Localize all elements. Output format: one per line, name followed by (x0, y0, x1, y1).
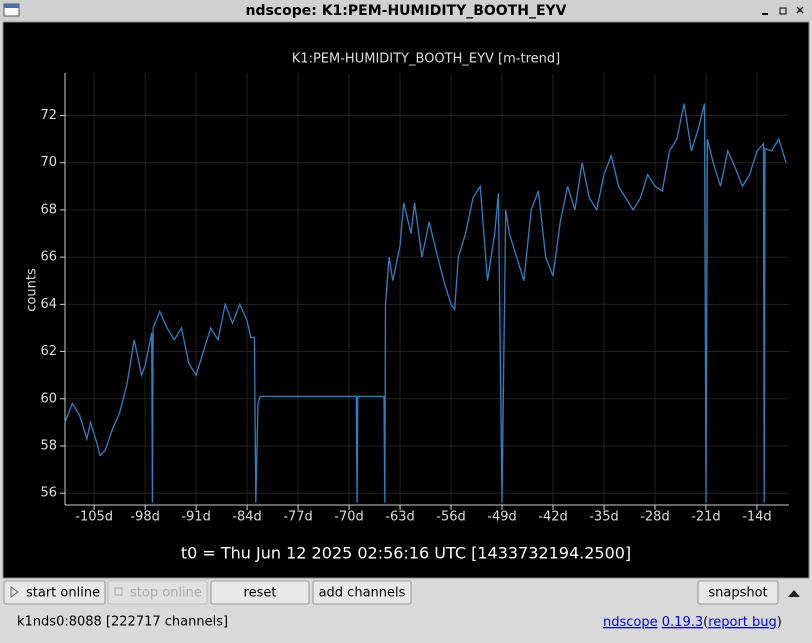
x-tick-label: -56d (436, 510, 466, 525)
x-tick-label: -49d (487, 510, 517, 525)
start-label: start online (26, 586, 100, 601)
status-server: k1nds0:8088 [222717 channels] (17, 615, 228, 630)
maximize[interactable] (779, 7, 787, 15)
x-tick-label: -63d (385, 510, 415, 525)
y-tick-label: 64 (40, 297, 57, 312)
data-line (64, 103, 787, 503)
paren: ) (777, 615, 782, 630)
add-button[interactable] (312, 580, 412, 605)
close[interactable] (796, 6, 804, 14)
x-tick-label: -77d (283, 510, 313, 525)
x-tick-label: -84d (232, 510, 262, 525)
stop-label: stop online (130, 586, 202, 601)
status-links: ndscope 0.19.3(report bug) (603, 615, 782, 630)
window-title: ndscope: K1:PEM-HUMIDITY_BOOTH_EYV (245, 3, 566, 19)
y-tick-label: 66 (40, 250, 57, 265)
version-link[interactable]: 0.19.3 (662, 615, 703, 630)
plot-panel (2, 21, 810, 579)
start-button[interactable] (3, 580, 106, 605)
x-axis-label: t0 = Thu Jun 12 2025 02:56:16 UTC [14337… (181, 544, 631, 563)
y-axis-label: counts (25, 268, 40, 312)
play-icon (10, 586, 19, 598)
app-icon-bar (4, 4, 19, 8)
y-tick-label: 68 (40, 202, 57, 217)
x-tick-label: -105d (75, 510, 113, 525)
x-tick-label: -70d (334, 510, 364, 525)
x-tick-label: -91d (181, 510, 211, 525)
stop-icon (114, 587, 123, 596)
y-tick-label: 70 (40, 155, 57, 170)
x-tick-label: -98d (130, 510, 160, 525)
snapshot-button[interactable] (697, 580, 779, 605)
snapshot-label: snapshot (708, 586, 767, 601)
x-tick-label: -35d (589, 510, 619, 525)
reset-button[interactable] (210, 580, 310, 605)
x-tick-label: -28d (640, 510, 670, 525)
stop-button (107, 580, 208, 605)
plot-title: K1:PEM-HUMIDITY_BOOTH_EYV [m-trend] (292, 52, 560, 67)
y-tick-label: 60 (40, 391, 57, 406)
y-tick-label: 62 (40, 344, 57, 359)
add-label: add channels (319, 586, 406, 601)
reset-label: reset (244, 586, 277, 601)
y-tick-label: 58 (40, 438, 57, 453)
y-tick-label: 72 (40, 108, 57, 123)
app-link[interactable]: ndscope (603, 615, 658, 630)
y-tick-label: 56 (40, 486, 57, 501)
x-tick-label: -42d (538, 510, 568, 525)
expand-arrow[interactable] (788, 590, 800, 597)
paren: ( (703, 615, 708, 630)
title-bar (0, 0, 812, 21)
x-tick-label: -14d (742, 510, 772, 525)
x-tick-label: -21d (691, 510, 721, 525)
bug-link[interactable]: report bug (708, 615, 777, 630)
